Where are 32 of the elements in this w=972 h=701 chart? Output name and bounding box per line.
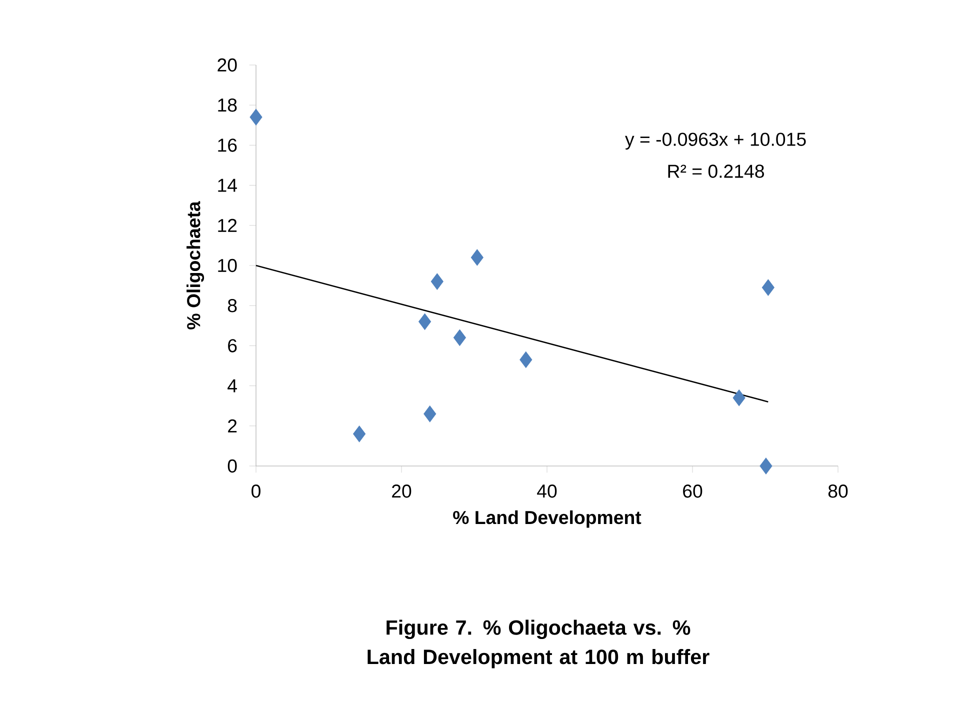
annotation: y = -0.0963x + 10.015 bbox=[625, 132, 806, 150]
y-tick-label: 12 bbox=[218, 218, 237, 232]
point bbox=[760, 458, 772, 474]
x-tick-label: 80 bbox=[828, 484, 848, 498]
x-tick-label: 0 bbox=[252, 484, 260, 498]
x-tick-label: 40 bbox=[537, 484, 557, 498]
y-tick-label: 6 bbox=[228, 339, 237, 352]
point bbox=[470, 249, 484, 266]
annotation: R² = 0.2148 bbox=[668, 164, 764, 178]
y-tick-label: 0 bbox=[228, 459, 237, 473]
y-tick-label: 2 bbox=[228, 419, 237, 432]
y-tick-label: 18 bbox=[218, 98, 237, 112]
point bbox=[353, 426, 366, 442]
y-axis-title: % Oligochaeta bbox=[186, 201, 204, 330]
point bbox=[762, 279, 774, 296]
y-tick-label: 20 bbox=[218, 58, 237, 72]
y-tick-label: 10 bbox=[218, 258, 237, 272]
point bbox=[430, 273, 444, 290]
point bbox=[520, 351, 532, 368]
point bbox=[453, 329, 466, 346]
point bbox=[250, 108, 262, 126]
y-tick-label: 4 bbox=[228, 379, 237, 392]
text: Figure 7. % Oligochaeta vs. % Land Development at 100 m buffer bbox=[368, 620, 710, 668]
x-axis-title: % Land Development bbox=[453, 510, 642, 528]
y-tick-label: 16 bbox=[218, 138, 237, 152]
x-tick-label: 20 bbox=[392, 484, 412, 498]
y-tick-label: 8 bbox=[228, 298, 237, 312]
point bbox=[732, 390, 746, 406]
point bbox=[418, 313, 432, 330]
y-tick-label: 14 bbox=[218, 178, 237, 192]
point bbox=[424, 406, 436, 422]
x-tick-label: 60 bbox=[683, 484, 702, 498]
